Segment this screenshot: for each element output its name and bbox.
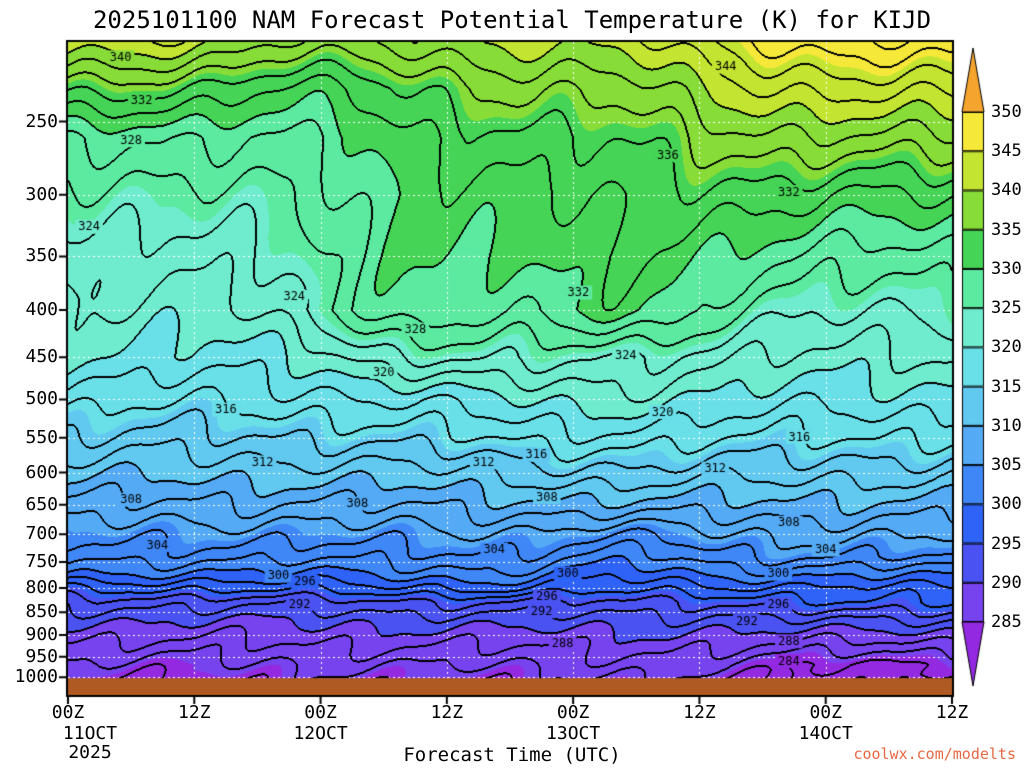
y-tick-label: 600 xyxy=(25,461,58,483)
y-tick-label: 300 xyxy=(25,183,58,205)
chart-title: 2025101100 NAM Forecast Potential Temper… xyxy=(92,6,932,34)
y-tick-label: 400 xyxy=(25,298,58,320)
y-tick-label: 550 xyxy=(25,426,58,448)
colorbar-tick-label: 290 xyxy=(991,572,1022,593)
y-tick-label: 800 xyxy=(25,576,58,598)
colorbar-tick-label: 315 xyxy=(991,376,1022,397)
colorbar-tick-label: 330 xyxy=(991,258,1022,279)
x-tick-label: 12Z xyxy=(178,702,211,723)
x-tick-label: 00Z xyxy=(556,702,590,723)
colorbar-tick-label: 320 xyxy=(991,337,1022,358)
y-tick-label: 450 xyxy=(25,346,58,368)
y-tick-label: 1000 xyxy=(14,666,58,688)
x-axis-title: Forecast Time (UTC) xyxy=(403,744,621,766)
x-date-label: 12OCT xyxy=(293,723,348,744)
x-tick-label: 00Z xyxy=(51,702,85,723)
y-tick-label: 650 xyxy=(25,493,58,515)
colorbar-tick-label: 345 xyxy=(991,141,1022,162)
x-tick-label: 12Z xyxy=(935,702,969,723)
x-year-label: 2025 xyxy=(68,742,112,763)
colorbar-tick-label: 295 xyxy=(991,533,1022,554)
colorbar-tick-label: 305 xyxy=(991,455,1022,476)
y-tick-label: 900 xyxy=(25,624,58,646)
y-tick-label: 350 xyxy=(25,245,58,267)
y-tick-label: 500 xyxy=(25,388,58,410)
colorbar-tick-label: 310 xyxy=(991,415,1022,436)
x-date-label: 14OCT xyxy=(798,723,853,744)
colorbar-tick-label: 350 xyxy=(991,102,1022,122)
y-tick-label: 250 xyxy=(25,110,58,132)
watermark-link[interactable]: coolwx.com/modelts xyxy=(853,745,1016,763)
colorbar-tick-label: 300 xyxy=(991,494,1022,515)
x-tick-label: 12Z xyxy=(683,702,716,723)
x-tick-label: 00Z xyxy=(809,702,842,723)
colorbar-tick-label: 335 xyxy=(991,219,1022,240)
x-tick-label: 12Z xyxy=(430,702,464,723)
colorbar-tick-label: 285 xyxy=(991,612,1022,632)
colorbar-tick-label: 340 xyxy=(991,180,1022,201)
y-tick-label: 850 xyxy=(25,601,58,623)
x-date-label: 13OCT xyxy=(546,723,601,744)
x-tick-label: 00Z xyxy=(304,702,337,723)
y-tick-label: 950 xyxy=(25,645,58,667)
x-date-label: 11OCT xyxy=(62,723,118,744)
y-tick-label: 750 xyxy=(25,551,58,573)
colorbar-tick-label: 325 xyxy=(991,298,1022,319)
y-tick-label: 700 xyxy=(25,523,58,545)
